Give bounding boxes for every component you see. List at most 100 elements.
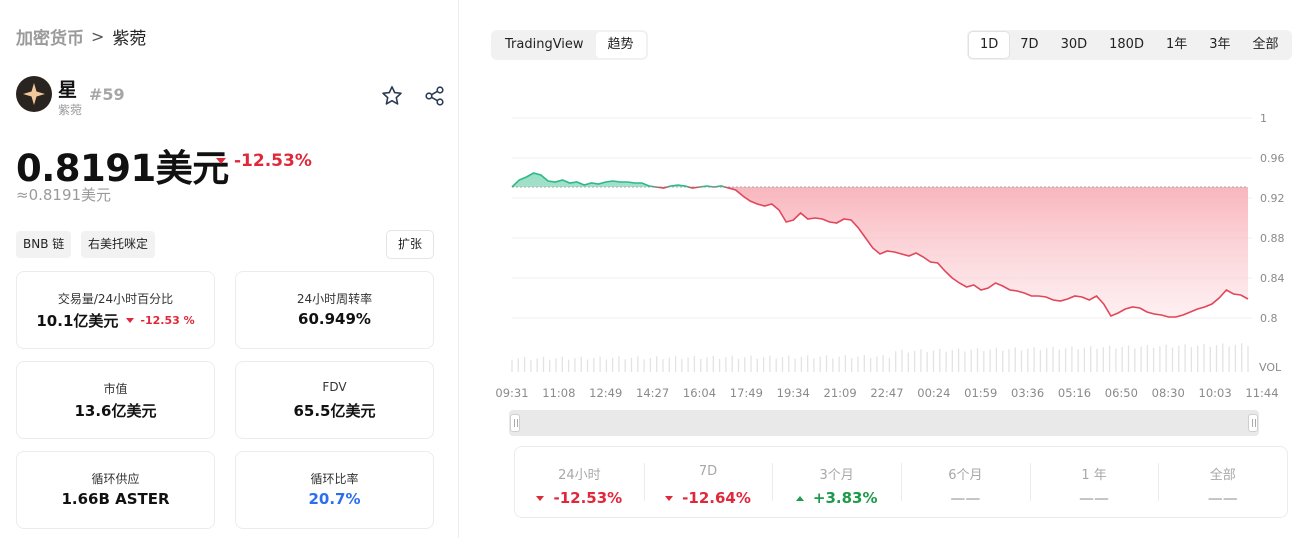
area-fill-up	[512, 173, 1248, 187]
y-tick-label: 0.88	[1260, 232, 1285, 245]
tag-category[interactable]: 右美托咪定	[81, 231, 156, 258]
tab-tradingview[interactable]: TradingView	[493, 32, 596, 58]
metric-card-volume: 交易量/24小时百分比 10.1亿美元 -12.53 %	[16, 271, 215, 349]
down-arrow-icon	[126, 318, 135, 323]
x-tick-label: 05:16	[1058, 386, 1091, 400]
metric-value: 1.66B ASTER	[61, 490, 170, 508]
stat-label: 7D	[698, 464, 718, 479]
metric-label: 循环供应	[91, 472, 140, 486]
down-arrow-icon	[536, 495, 545, 501]
range-button-3[interactable]: 180D	[1109, 37, 1144, 52]
x-tick-label: 12:49	[589, 386, 622, 400]
time-range-selector: 1D 7D 30D 180D 1年 3年 全部	[967, 30, 1292, 60]
stat-value: ——	[950, 489, 981, 507]
stat-value-row: ——	[1158, 489, 1287, 507]
metric-value: 10.1亿美元	[36, 312, 119, 330]
range-button-6[interactable]: 全部	[1252, 37, 1279, 52]
chart-view-toggle: TradingView 趋势	[491, 30, 648, 60]
y-tick-label: 1	[1260, 112, 1267, 125]
x-tick-label: 16:04	[683, 386, 716, 400]
performance-stats: 24小时 -12.53% 7D -12.64% 3个月 +3.83% 6个月 —— 1 年 —— 全…	[514, 446, 1288, 518]
stat-value-row: ——	[1030, 489, 1159, 507]
metric-value: 20.7%	[308, 490, 361, 508]
x-tick-label: 09:31	[495, 386, 528, 400]
slider-handle-left[interactable]	[510, 414, 520, 432]
stat-label: 全部	[1209, 468, 1236, 483]
stat-value-row: ——	[901, 489, 1030, 507]
metric-value-row: 10.1亿美元 -12.53 %	[17, 310, 214, 331]
stat-value-row: -12.53%	[515, 489, 644, 507]
range-button-4[interactable]: 1年	[1165, 37, 1188, 52]
price-line-up	[511, 172, 728, 187]
stat-period-5: 全部 ——	[1158, 447, 1287, 517]
stat-label: 1 年	[1081, 468, 1107, 483]
x-tick-label: 08:30	[1152, 386, 1185, 400]
coin-info-panel: 加密货币 > 紫菀 星 紫菀 #59 0.8191美元 -12.53% ≈0.8…	[0, 0, 458, 538]
stat-value: -12.53%	[553, 489, 623, 507]
stat-value-row: -12.64%	[644, 489, 773, 507]
tag-chain[interactable]: BNB 链	[16, 231, 72, 258]
chart-range-slider[interactable]	[509, 410, 1259, 436]
expand-button[interactable]: 扩张	[386, 230, 434, 259]
token-rank: #59	[89, 85, 125, 104]
x-tick-label: 19:34	[777, 386, 810, 400]
y-tick-label: 0.96	[1260, 152, 1285, 165]
metric-value: 65.5亿美元	[293, 402, 376, 420]
stat-period-3: 6个月 ——	[901, 447, 1030, 517]
stat-value: -12.64%	[682, 489, 751, 507]
metric-card-circulating-supply: 循环供应 1.66B ASTER	[16, 451, 215, 529]
token-name: 星	[58, 79, 78, 101]
range-button-2[interactable]: 30D	[1060, 37, 1088, 52]
y-tick-label: 0.84	[1260, 272, 1285, 285]
metric-label: 交易量/24小时百分比	[57, 292, 174, 306]
breadcrumb-separator: >	[91, 27, 105, 46]
stat-value-row: +3.83%	[772, 489, 901, 507]
slider-track[interactable]	[509, 410, 1259, 436]
area-fill-down	[512, 187, 1248, 317]
up-arrow-icon	[795, 495, 804, 501]
x-tick-label: 14:27	[636, 386, 669, 400]
breadcrumb-root-link[interactable]: 加密货币	[16, 29, 84, 49]
share-icon[interactable]	[424, 85, 446, 107]
x-tick-label: 11:08	[542, 386, 575, 400]
range-button-5[interactable]: 3年	[1209, 37, 1231, 52]
stat-value: ——	[1207, 489, 1238, 507]
down-arrow-icon	[665, 495, 674, 501]
metric-change: -12.53 %	[140, 314, 195, 327]
x-tick-label: 10:03	[1199, 386, 1232, 400]
stat-label: 6个月	[948, 468, 983, 483]
price-change-value: -12.53%	[234, 151, 312, 171]
x-tick-label: 01:59	[964, 386, 997, 400]
range-button-1[interactable]: 7D	[1020, 37, 1039, 52]
panel-divider	[458, 0, 459, 538]
stat-period-2: 3个月 +3.83%	[772, 447, 901, 517]
x-tick-label: 03:36	[1011, 386, 1044, 400]
price-line-down	[512, 187, 1249, 318]
metric-label: FDV	[322, 380, 347, 394]
stat-label: 3个月	[819, 468, 854, 483]
stat-period-4: 1 年 ——	[1029, 447, 1159, 517]
token-subtitle: 紫菀	[58, 103, 83, 117]
metric-label: 24小时周转率	[296, 292, 373, 306]
stat-value: +3.83%	[812, 489, 878, 507]
volume-axis-label: VOL	[1259, 361, 1282, 374]
slider-handle-right[interactable]	[1248, 414, 1258, 432]
y-tick-label: 0.92	[1260, 192, 1285, 205]
metric-card-turnover: 24小时周转率 60.949%	[235, 271, 434, 349]
price-approx: ≈0.8191美元	[16, 186, 112, 204]
metric-value: 13.6亿美元	[74, 402, 157, 420]
metric-card-fdv: FDV 65.5亿美元	[235, 361, 434, 439]
tab-trend[interactable]: 趋势	[595, 32, 646, 58]
x-tick-label: 22:47	[870, 386, 903, 400]
favorite-star-icon[interactable]	[380, 84, 404, 108]
current-price: 0.8191美元	[16, 147, 229, 190]
x-tick-label: 17:49	[730, 386, 763, 400]
metric-label: 市值	[103, 382, 128, 396]
x-tick-label: 21:09	[824, 386, 857, 400]
y-tick-label: 0.8	[1260, 312, 1278, 325]
metric-card-market-cap: 市值 13.6亿美元	[16, 361, 215, 439]
stat-period-0: 24小时 -12.53%	[515, 447, 644, 517]
stat-period-1: 7D -12.64%	[643, 447, 773, 517]
range-button-0[interactable]: 1D	[969, 32, 1010, 58]
price-chart[interactable]: 1 0.96 0.92 0.88 0.84 0.8 VOL 09:31 11:08 12:49 14…	[490, 80, 1290, 402]
